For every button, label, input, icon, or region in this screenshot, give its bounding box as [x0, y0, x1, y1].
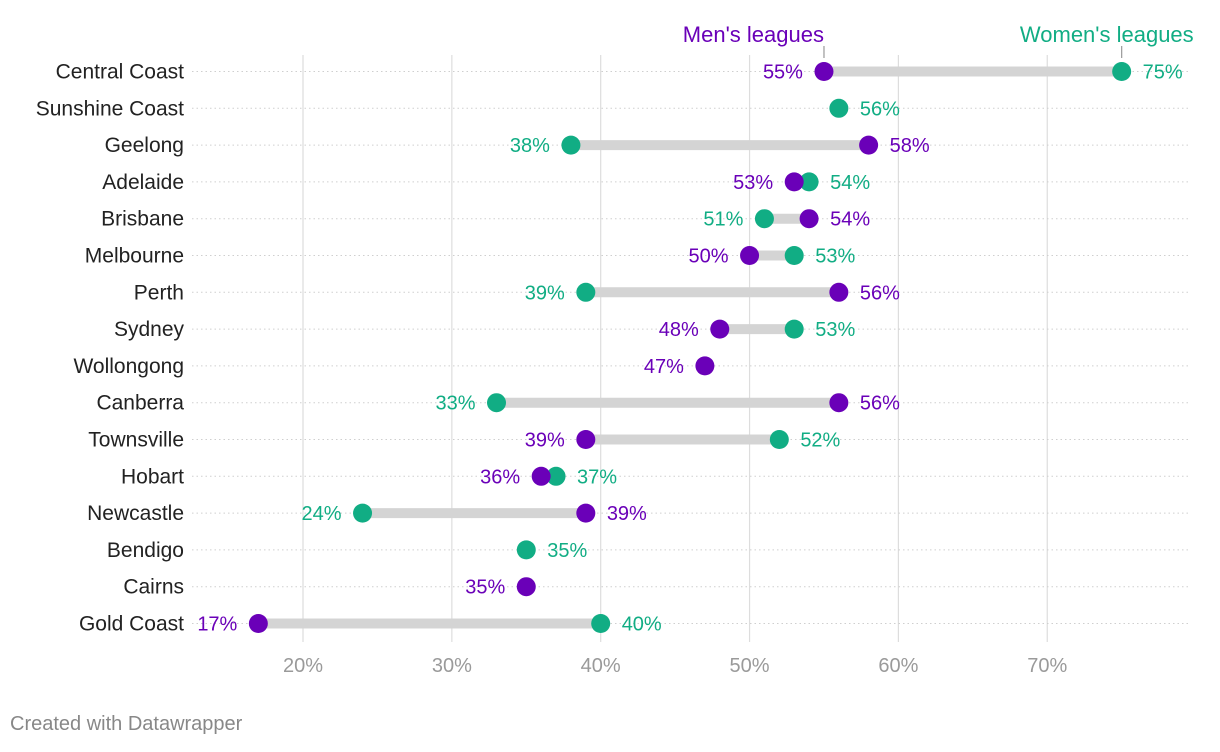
women-dot: [784, 319, 804, 339]
category-label: Townsville: [88, 429, 184, 452]
women-dot: [769, 430, 789, 449]
women-value-label: 75%: [1143, 62, 1183, 84]
men-dot: [799, 209, 819, 229]
category-label: Central Coast: [56, 61, 185, 84]
women-value-label: 53%: [815, 319, 855, 341]
women-value-label: 35%: [547, 540, 587, 562]
legend-men: Men's leagues: [683, 22, 824, 47]
men-dot: [740, 246, 760, 265]
women-value-label: 52%: [800, 430, 840, 452]
women-value-label: 37%: [577, 466, 617, 488]
women-value-label: 24%: [302, 503, 342, 525]
men-value-label: 55%: [763, 62, 803, 84]
women-value-label: 54%: [830, 172, 870, 194]
men-dot: [859, 135, 879, 155]
women-dot: [576, 282, 596, 302]
category-label: Perth: [134, 281, 184, 304]
women-dot: [784, 246, 804, 265]
women-dot: [799, 172, 819, 192]
x-tick-label: 30%: [432, 655, 472, 677]
x-tick-label: 60%: [878, 655, 918, 677]
women-dot: [516, 540, 536, 560]
category-label: Cairns: [123, 576, 184, 599]
men-dot: [814, 62, 834, 81]
legend-women: Women's leagues: [1020, 22, 1194, 47]
women-value-label: 33%: [435, 393, 475, 415]
category-label: Bendigo: [107, 539, 184, 562]
women-dot: [1112, 62, 1132, 81]
category-label: Sunshine Coast: [36, 97, 184, 120]
men-dot: [829, 282, 849, 302]
women-value-label: 40%: [622, 614, 662, 636]
women-dot: [591, 614, 611, 633]
women-value-label: 53%: [815, 246, 855, 268]
women-dot: [754, 209, 774, 229]
credit-text: Created with Datawrapper: [10, 713, 243, 735]
category-label: Melbourne: [85, 245, 184, 268]
men-value-label: 17%: [197, 614, 237, 636]
women-dot: [829, 98, 849, 118]
men-dot: [710, 319, 730, 339]
women-dot: [546, 466, 566, 486]
category-label: Newcastle: [87, 502, 184, 525]
category-label: Wollongong: [73, 355, 184, 378]
men-dot: [576, 430, 596, 449]
category-label: Sydney: [114, 318, 185, 341]
men-value-label: 48%: [659, 319, 699, 341]
men-dot: [829, 393, 849, 413]
category-label: Geelong: [105, 134, 184, 157]
x-tick-label: 40%: [581, 655, 621, 677]
x-tick-label: 70%: [1027, 655, 1067, 677]
women-dot: [561, 135, 581, 155]
men-value-label: 58%: [890, 135, 930, 157]
category-label: Canberra: [96, 392, 184, 415]
category-label: Hobart: [121, 465, 184, 488]
men-value-label: 53%: [733, 172, 773, 194]
category-label: Adelaide: [102, 171, 184, 194]
category-label: Brisbane: [101, 208, 184, 231]
women-dot: [353, 503, 373, 523]
men-value-label: 56%: [860, 393, 900, 415]
women-value-label: 51%: [703, 209, 743, 231]
men-value-label: 36%: [480, 466, 520, 488]
men-dot: [784, 172, 804, 192]
men-value-label: 39%: [525, 430, 565, 452]
men-value-label: 47%: [644, 356, 684, 378]
men-value-label: 35%: [465, 577, 505, 599]
men-value-label: 56%: [860, 282, 900, 304]
men-dot: [576, 503, 596, 523]
men-value-label: 39%: [607, 503, 647, 525]
category-label: Gold Coast: [79, 613, 184, 636]
women-value-label: 39%: [525, 282, 565, 304]
women-value-label: 38%: [510, 135, 550, 157]
men-dot: [531, 466, 551, 486]
men-value-label: 50%: [689, 246, 729, 268]
x-tick-label: 50%: [730, 655, 770, 677]
men-dot: [248, 614, 268, 633]
women-value-label: 56%: [860, 98, 900, 120]
men-dot: [516, 577, 536, 597]
x-tick-label: 20%: [283, 655, 323, 677]
men-dot: [695, 356, 715, 376]
women-dot: [487, 393, 507, 413]
men-value-label: 54%: [830, 209, 870, 231]
